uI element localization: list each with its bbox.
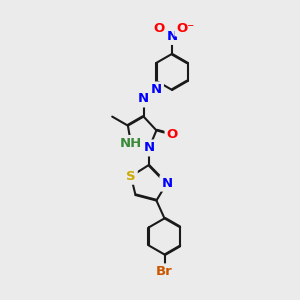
- Text: O⁻: O⁻: [176, 22, 195, 34]
- Text: N: N: [161, 177, 172, 190]
- Text: N: N: [167, 30, 178, 43]
- Text: O: O: [167, 128, 178, 141]
- Text: N: N: [143, 142, 155, 154]
- Text: S: S: [126, 170, 136, 183]
- Text: O: O: [153, 22, 164, 34]
- Text: N: N: [151, 83, 162, 97]
- Text: Br: Br: [156, 266, 173, 278]
- Text: NH: NH: [120, 137, 142, 150]
- Text: N: N: [138, 92, 149, 106]
